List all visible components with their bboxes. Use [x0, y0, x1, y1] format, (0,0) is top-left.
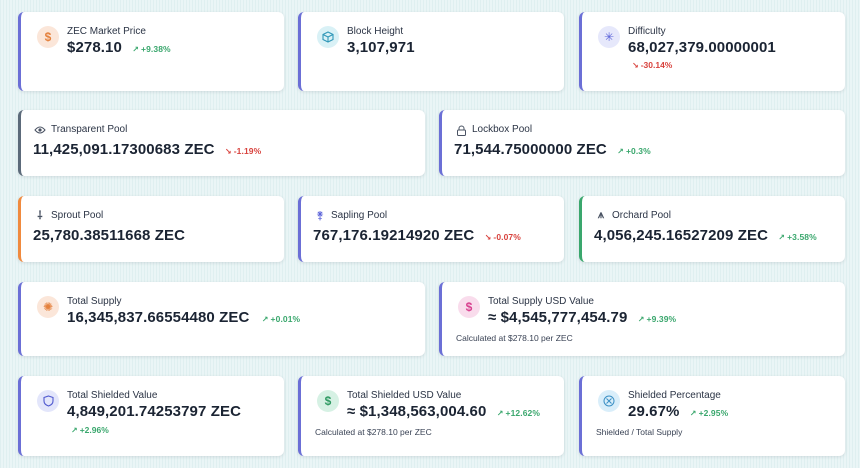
change-badge: ↗ +0.3%	[617, 146, 651, 156]
change-badge: ↗ +12.62%	[496, 408, 541, 418]
card-label: Block Height	[347, 26, 404, 37]
card-label: Transparent Pool	[51, 124, 128, 135]
card-note: Calculated at $278.10 per ZEC	[315, 427, 432, 437]
change-badge: ↗ +2.95%	[689, 408, 729, 418]
card-label: Sprout Pool	[51, 210, 104, 221]
change-badge: ↗ +0.01%	[261, 314, 301, 324]
change-badge: ↗ +3.58%	[778, 232, 817, 242]
change-badge: ↘ -30.14%	[632, 60, 673, 70]
card-lockbox-pool: Lockbox Pool 71,544.75000000 ZEC ↗ +0.3%	[439, 110, 845, 176]
card-note: Calculated at $278.10 per ZEC	[456, 333, 573, 343]
card-total-shielded-value: Total Shielded Value 4,849,201.74253797 …	[18, 376, 284, 456]
cube-icon	[317, 26, 339, 48]
card-value: 68,027,379.00000001	[628, 39, 776, 56]
card-value: 4,849,201.74253797 ZEC	[67, 403, 242, 420]
card-value: 3,107,971	[347, 39, 415, 56]
change-badge: ↘ -1.19%	[224, 146, 262, 156]
orchard-icon: ⩚	[597, 208, 605, 221]
card-sapling-pool: ⚵ Sapling Pool 767,176.19214920 ZEC ↘ -0.…	[298, 196, 564, 262]
card-value: 4,056,245.16527209 ZEC ↗ +3.58%	[594, 227, 817, 244]
card-shielded-percentage: Shielded Percentage 29.67% ↗ +2.95% Shiel…	[579, 376, 845, 456]
card-label: Orchard Pool	[612, 210, 671, 221]
card-label: Sapling Pool	[331, 210, 388, 221]
card-value: 25,780.38511668 ZEC	[33, 227, 186, 244]
card-total-shielded-usd: $ Total Shielded USD Value ≈ $1,348,563,…	[298, 376, 564, 456]
dollar-icon: $	[458, 296, 480, 318]
card-block-height: Block Height 3,107,971	[298, 12, 564, 91]
sapling-icon: ⚵	[315, 209, 325, 222]
shield-icon	[37, 390, 59, 412]
card-transparent-pool: Transparent Pool 11,425,091.17300683 ZEC…	[18, 110, 425, 176]
change-badge: ↘ -0.07%	[484, 232, 521, 242]
sunburst-icon: ✺	[37, 296, 59, 318]
card-value: ≈ $4,545,777,454.79 ↗ +9.39%	[488, 309, 677, 326]
card-difficulty: ✳ Difficulty 68,027,379.00000001 ↘ -30.14…	[579, 12, 845, 91]
card-value: 16,345,837.66554480 ZEC ↗ +0.01%	[67, 309, 301, 326]
card-zec-market-price: $ ZEC Market Price $278.10 ↗ +9.38%	[18, 12, 284, 91]
sparkle-icon: ✳	[598, 26, 620, 48]
card-sprout-pool: ⸸ Sprout Pool 25,780.38511668 ZEC	[18, 196, 284, 262]
change-badge: ↗ +2.96%	[71, 425, 109, 435]
card-label: Difficulty	[628, 26, 666, 37]
dollar-circle-icon: $	[317, 390, 339, 412]
card-label: Total Shielded Value	[67, 390, 158, 401]
change-badge: ↗ +9.39%	[637, 314, 677, 324]
card-label: Shielded Percentage	[628, 390, 721, 401]
card-total-supply: ✺ Total Supply 16,345,837.66554480 ZEC ↗…	[18, 282, 425, 356]
sprout-icon: ⸸	[37, 209, 43, 222]
card-value: 767,176.19214920 ZEC ↘ -0.07%	[313, 227, 521, 244]
card-value: 71,544.75000000 ZEC ↗ +0.3%	[454, 141, 651, 158]
card-value: $278.10 ↗ +9.38%	[67, 39, 171, 56]
card-total-supply-usd: $ Total Supply USD Value ≈ $4,545,777,45…	[439, 282, 845, 356]
card-label: Total Supply USD Value	[488, 296, 594, 307]
card-orchard-pool: ⩚ Orchard Pool 4,056,245.16527209 ZEC ↗ +…	[579, 196, 845, 262]
card-value: ≈ $1,348,563,004.60 ↗ +12.62%	[347, 403, 541, 420]
card-value: 11,425,091.17300683 ZEC ↘ -1.19%	[33, 141, 262, 158]
lock-icon	[454, 123, 468, 137]
card-label: Total Supply	[67, 296, 122, 307]
eye-icon	[33, 123, 47, 137]
card-note: Shielded / Total Supply	[596, 427, 683, 437]
card-label: ZEC Market Price	[67, 26, 146, 37]
change-badge: ↗ +9.38%	[132, 44, 171, 54]
card-label: Lockbox Pool	[472, 124, 533, 135]
card-label: Total Shielded USD Value	[347, 390, 462, 401]
dollar-icon: $	[37, 26, 59, 48]
card-value: 29.67% ↗ +2.95%	[628, 403, 729, 420]
percent-circle-icon	[598, 390, 620, 412]
